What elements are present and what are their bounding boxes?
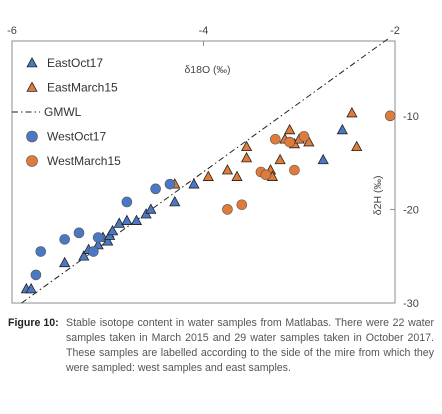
legend-westoct17-swatch bbox=[26, 130, 38, 143]
eastoct17-point bbox=[336, 123, 348, 135]
eastmarch15-point bbox=[346, 107, 358, 118]
westoct17-point bbox=[30, 269, 42, 281]
eastmarch15-point bbox=[231, 170, 243, 181]
westmarch15-point bbox=[260, 169, 272, 181]
scatter-chart: -6 -4 -2 -10 -20 -30 δ18O (‰) δ2H (‰) EastOc… bbox=[7, 25, 419, 310]
westoct17-point bbox=[88, 246, 99, 257]
legend-eastoct17-swatch bbox=[26, 56, 38, 68]
westmarch15-point bbox=[384, 110, 396, 122]
eastoct17-point bbox=[25, 282, 37, 294]
eastmarch15-point bbox=[284, 123, 296, 135]
legend-westmarch15-label: WestMarch15 bbox=[47, 154, 121, 168]
eastoct17-point bbox=[188, 178, 200, 189]
legend-westoct17-label: WestOct17 bbox=[47, 130, 106, 144]
eastoct17-point bbox=[106, 224, 119, 236]
westoct17-point bbox=[164, 178, 176, 190]
x-axis-label: δ18O (‰) bbox=[184, 64, 230, 76]
eastoct17-point bbox=[121, 214, 133, 225]
legend: EastOct17 EastMarch15 GMWL WestOct17 WestMar… bbox=[12, 56, 121, 168]
eastmarch15-point bbox=[202, 170, 214, 181]
legend-eastmarch15-label: EastMarch15 bbox=[47, 81, 118, 95]
caption-label: Figure 10: bbox=[8, 317, 59, 329]
eastmarch15-point bbox=[221, 164, 234, 175]
eastmarch15-point bbox=[351, 140, 363, 152]
y-tick-label: -30 bbox=[403, 298, 419, 310]
legend-eastoct17-label: EastOct17 bbox=[47, 56, 103, 70]
eastmarch15-point bbox=[274, 153, 286, 165]
eastoct17-point bbox=[169, 195, 181, 207]
westmarch15-point bbox=[284, 136, 295, 148]
y-tick-label: -10 bbox=[403, 111, 419, 123]
eastmarch15-point bbox=[240, 140, 253, 152]
westoct17-point bbox=[92, 232, 104, 243]
x-tick-label: -4 bbox=[199, 25, 209, 37]
westmarch15-point bbox=[289, 164, 300, 176]
series-layer bbox=[20, 36, 396, 304]
x-tick-label: -6 bbox=[7, 25, 17, 37]
westoct17-point bbox=[150, 183, 161, 195]
legend-westmarch15-swatch bbox=[26, 155, 38, 167]
eastoct17-point bbox=[145, 203, 157, 214]
gmwl-line bbox=[21, 36, 391, 304]
westoct17-point bbox=[121, 196, 133, 208]
eastmarch15-point bbox=[240, 151, 253, 163]
westoct17-point bbox=[59, 234, 70, 245]
y-axis: -10 -20 -30 bbox=[390, 111, 419, 310]
caption-text: Stable isotope content in water samples … bbox=[66, 317, 434, 374]
eastmarch15-point bbox=[303, 136, 315, 147]
westoct17-point bbox=[73, 227, 85, 239]
legend-eastmarch15-swatch bbox=[26, 81, 38, 92]
eastoct17-point bbox=[102, 235, 114, 246]
x-axis: -6 -4 -2 bbox=[7, 25, 400, 46]
eastoct17-point bbox=[92, 238, 104, 250]
westmarch15-point bbox=[236, 199, 248, 211]
westmarch15-point bbox=[222, 204, 233, 215]
eastoct17-point bbox=[130, 214, 143, 225]
eastoct17-point bbox=[78, 250, 90, 261]
x-tick-label: -2 bbox=[390, 25, 400, 37]
figure-caption: Figure 10: Stable isotope content in wat… bbox=[8, 316, 434, 376]
y-tick-label: -20 bbox=[403, 204, 419, 216]
y-axis-label: δ2H (‰) bbox=[372, 176, 384, 216]
westmarch15-point bbox=[270, 133, 281, 145]
westoct17-point bbox=[35, 246, 47, 257]
eastoct17-point bbox=[59, 256, 71, 268]
legend-gmwl-label: GMWL bbox=[44, 105, 82, 119]
eastoct17-point bbox=[113, 217, 125, 228]
eastoct17-point bbox=[317, 153, 329, 165]
westmarch15-point bbox=[298, 131, 310, 142]
